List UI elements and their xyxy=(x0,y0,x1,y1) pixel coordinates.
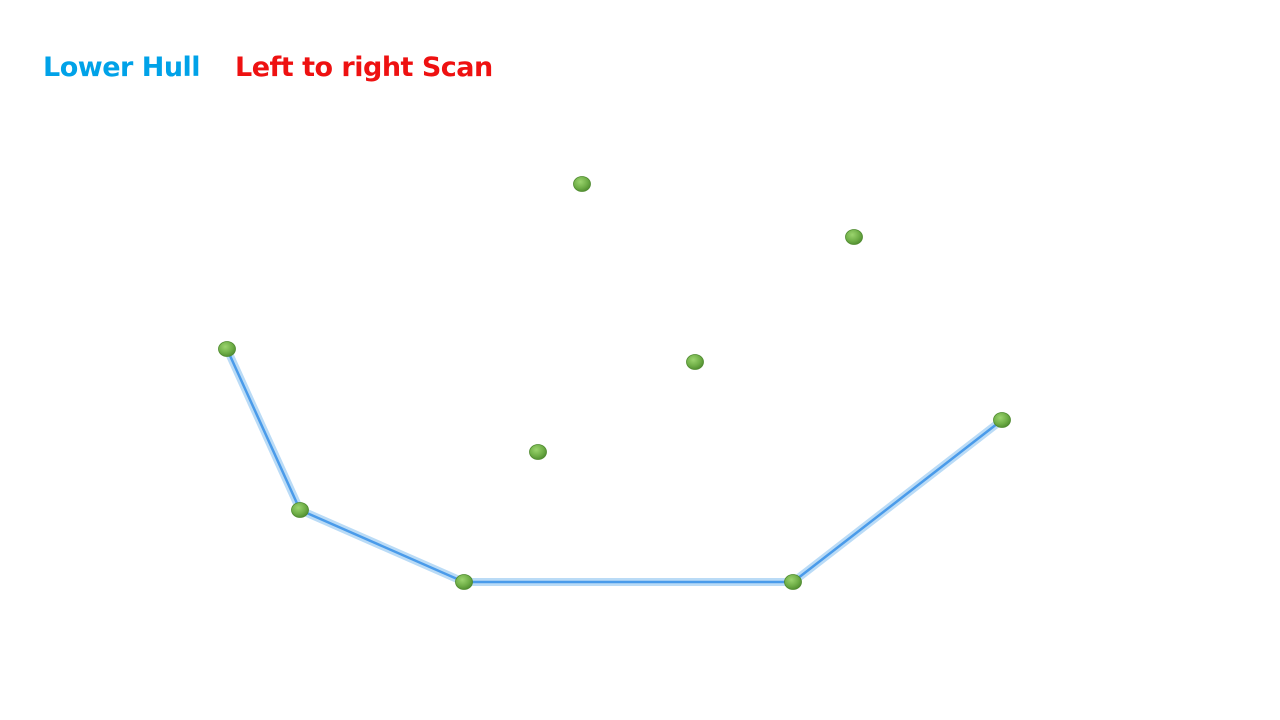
point-p2 xyxy=(291,502,309,518)
point-p8 xyxy=(845,229,863,245)
hull-edge xyxy=(791,418,1004,584)
point-p9 xyxy=(993,412,1011,428)
point-p4 xyxy=(529,444,547,460)
slide-title: Lower Hull xyxy=(43,52,201,83)
point-p3 xyxy=(455,574,473,590)
slide-subtitle: Left to right Scan xyxy=(235,52,493,83)
lower-hull xyxy=(223,345,1006,586)
hull-edge xyxy=(225,347,302,512)
point-set xyxy=(218,176,1011,590)
point-p1 xyxy=(218,341,236,357)
point-p5 xyxy=(573,176,591,192)
hull-edge xyxy=(298,508,466,584)
point-p6 xyxy=(686,354,704,370)
point-p7 xyxy=(784,574,802,590)
